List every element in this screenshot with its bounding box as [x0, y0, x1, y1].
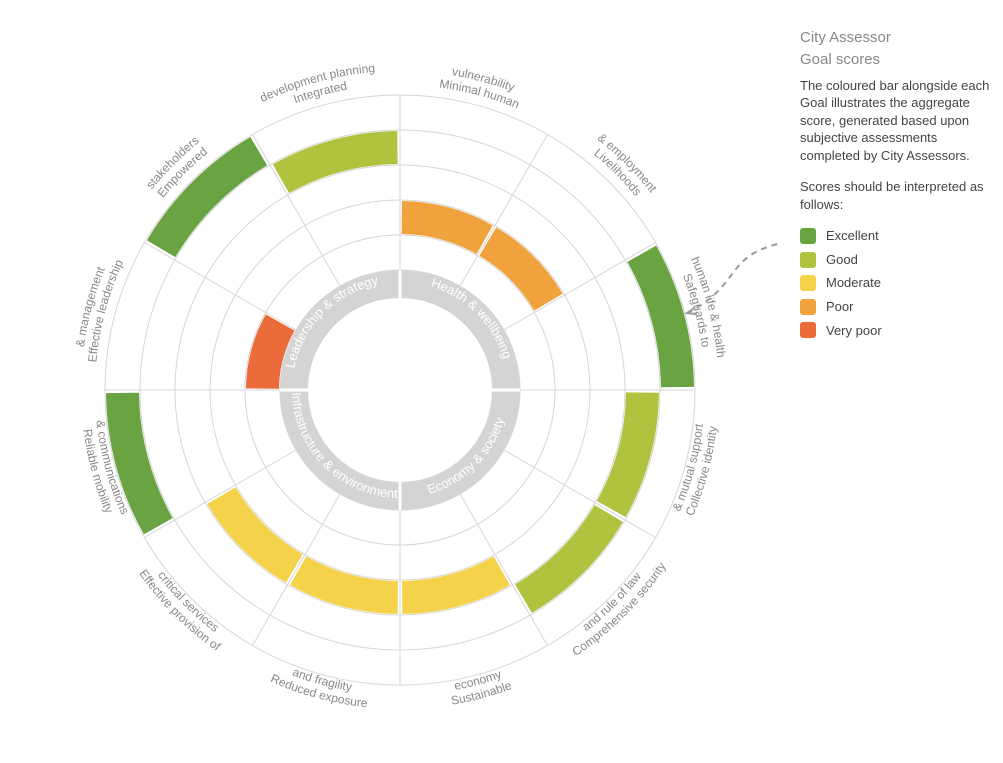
spoke-10 — [145, 243, 297, 331]
goal-band-min_vuln — [402, 201, 493, 254]
side-panel: City Assessor Goal scores The coloured b… — [800, 28, 990, 345]
side-title-1: City Assessor — [800, 28, 990, 48]
legend-swatch-moderate — [800, 275, 816, 291]
goal-band-safeguards — [627, 246, 694, 388]
goal-band-mobility — [106, 393, 173, 535]
side-desc: The coloured bar alongside each Goal ill… — [800, 77, 990, 165]
legend-label-moderate: Moderate — [826, 274, 881, 292]
side-title-2: Goal scores — [800, 50, 990, 70]
legend: Excellent Good Moderate Poor Very poor — [800, 227, 990, 339]
spoke-8 — [145, 450, 297, 538]
legend-item-excellent: Excellent — [800, 227, 990, 245]
goal-wheel: Minimal humanvulnerabilityLivelihoods& e… — [20, 10, 780, 763]
legend-label-good: Good — [826, 251, 858, 269]
goal-band-security — [515, 505, 623, 613]
legend-label-excellent: Excellent — [826, 227, 879, 245]
hub-hole — [308, 298, 492, 482]
side-interpret: Scores should be interpreted as follows: — [800, 178, 990, 213]
legend-swatch-good — [800, 252, 816, 268]
legend-swatch-poor — [800, 299, 816, 315]
legend-item-very_poor: Very poor — [800, 322, 990, 340]
goal-band-sust_econ — [402, 556, 510, 614]
legend-item-poor: Poor — [800, 298, 990, 316]
legend-label-very_poor: Very poor — [826, 322, 882, 340]
goal-band-exposure — [290, 556, 398, 614]
goal-label-provision: Effective provision of — [136, 567, 223, 654]
goal-band-livelihoods — [479, 227, 562, 310]
legend-item-good: Good — [800, 251, 990, 269]
legend-item-moderate: Moderate — [800, 274, 990, 292]
goal-label-security: Comprehensive security — [570, 560, 669, 659]
legend-swatch-excellent — [800, 228, 816, 244]
goal-band-planning — [273, 131, 398, 193]
legend-swatch-very_poor — [800, 322, 816, 338]
goal-band-provision — [207, 487, 303, 583]
goal-band-collective — [597, 392, 659, 517]
legend-label-poor: Poor — [826, 298, 853, 316]
